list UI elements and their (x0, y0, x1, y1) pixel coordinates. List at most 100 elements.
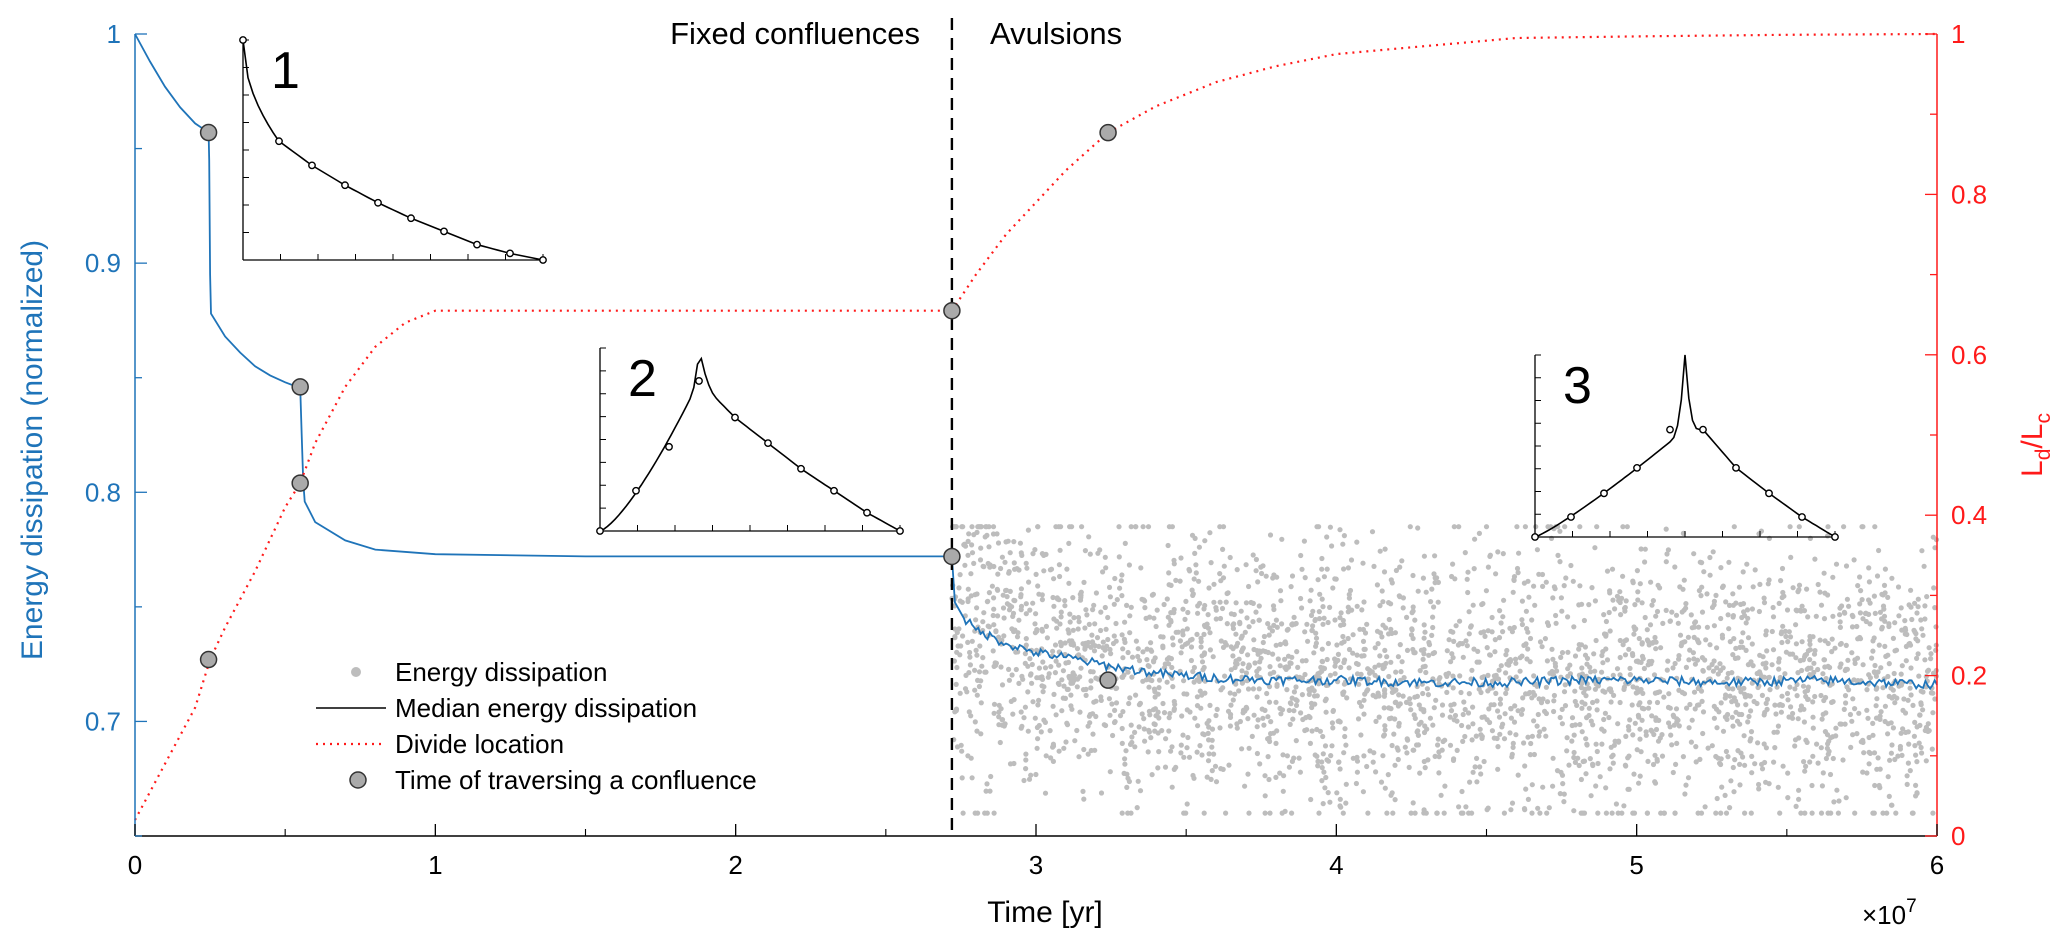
scatter-point (1553, 620, 1559, 626)
scatter-point (1623, 733, 1629, 740)
scatter-point (1570, 578, 1576, 584)
scatter-point (1572, 688, 1578, 694)
scatter-point (1140, 649, 1146, 655)
scatter-point (1330, 585, 1336, 591)
scatter-point (1682, 791, 1688, 797)
scatter-point (1920, 632, 1926, 638)
scatter-point (1517, 655, 1523, 661)
scatter-point (1817, 589, 1823, 595)
scatter-point (1727, 639, 1733, 645)
scatter-point (1361, 753, 1367, 759)
inset-2: 2 (596, 347, 904, 535)
scatter-point (1470, 704, 1476, 710)
scatter-point (1532, 602, 1538, 608)
scatter-point (1603, 618, 1609, 625)
scatter-point (1204, 720, 1210, 727)
scatter-point (1204, 621, 1210, 627)
scatter-point (1809, 782, 1815, 789)
scatter-point (1324, 534, 1330, 540)
scatter-point (1265, 621, 1271, 627)
inset-marker (1699, 425, 1707, 434)
inset-marker (1531, 533, 1539, 541)
scatter-point (1496, 635, 1503, 641)
scatter-point (1485, 564, 1491, 570)
scatter-point (1841, 706, 1847, 713)
scatter-point (1122, 639, 1128, 646)
scatter-point (1890, 635, 1896, 642)
scatter-point (1560, 781, 1566, 787)
scatter-point (986, 544, 992, 550)
scatter-point (1356, 681, 1362, 687)
x-axis-label: Time [yr] (987, 896, 1103, 929)
scatter-point (1316, 609, 1322, 615)
scatter-point (1578, 810, 1584, 816)
scatter-point (1918, 617, 1924, 623)
scatter-point (971, 560, 977, 567)
scatter-point (1364, 763, 1370, 770)
scatter-point (1796, 582, 1803, 588)
scatter-point (1386, 716, 1393, 722)
scatter-point (1504, 647, 1510, 654)
scatter-point (1888, 750, 1894, 756)
y-right-label-L: L (2016, 460, 2049, 477)
scatter-point (1651, 731, 1657, 738)
scatter-point (1785, 795, 1791, 801)
scatter-point (1749, 606, 1755, 612)
scatter-point (1465, 569, 1471, 575)
scatter-point (1282, 808, 1288, 815)
scatter-point (1350, 650, 1356, 656)
scatter-point (1543, 579, 1549, 585)
scatter-point (1151, 615, 1157, 621)
scatter-point (1435, 742, 1441, 748)
scatter-point (1178, 742, 1184, 748)
scatter-point (1729, 699, 1735, 705)
scatter-point (1151, 686, 1157, 692)
scatter-point (1756, 786, 1762, 792)
scatter-point (1453, 623, 1459, 629)
scatter-point (1579, 680, 1585, 687)
scatter-point (1777, 674, 1783, 681)
scatter-point (1139, 711, 1145, 717)
scatter-point (952, 709, 958, 715)
scatter-point (1818, 810, 1825, 816)
scatter-point (1799, 639, 1805, 645)
scatter-point (1700, 667, 1706, 674)
scatter-point (1749, 753, 1755, 760)
scatter-point (1647, 699, 1653, 705)
scatter-point (1209, 744, 1215, 750)
scatter-point (1919, 626, 1925, 632)
scatter-point (1217, 615, 1224, 622)
scatter-point (1395, 654, 1401, 660)
scatter-point (1201, 664, 1207, 671)
scatter-point (1217, 571, 1223, 577)
scatter-point (1763, 632, 1769, 638)
scatter-point (1018, 709, 1024, 715)
scatter-point (1146, 729, 1152, 735)
scatter-point (1691, 689, 1698, 695)
scatter-point (1648, 661, 1654, 667)
scatter-point (1780, 623, 1786, 629)
scatter-point (1095, 550, 1101, 556)
scatter-point (1213, 605, 1219, 611)
scatter-point (969, 524, 975, 530)
scatter-point (1672, 564, 1678, 570)
scatter-point (1032, 715, 1038, 721)
scatter-point (1452, 576, 1458, 582)
scatter-point (1074, 646, 1081, 652)
scatter-point (1117, 585, 1123, 591)
scatter-point (1100, 639, 1106, 645)
scatter-point (1291, 708, 1297, 714)
scatter-point (1338, 622, 1344, 628)
scatter-point (1908, 665, 1914, 671)
scatter-point (1713, 753, 1719, 760)
scatter-point (1346, 595, 1352, 601)
scatter-point (1423, 589, 1429, 595)
scatter-point (1617, 599, 1623, 606)
scatter-point (1761, 712, 1767, 718)
scatter-point (1246, 583, 1252, 590)
scatter-point (1162, 665, 1168, 671)
scatter-point (1691, 656, 1697, 662)
scatter-point (1933, 624, 1939, 630)
scatter-point (1057, 547, 1063, 553)
scatter-point (1718, 700, 1724, 706)
